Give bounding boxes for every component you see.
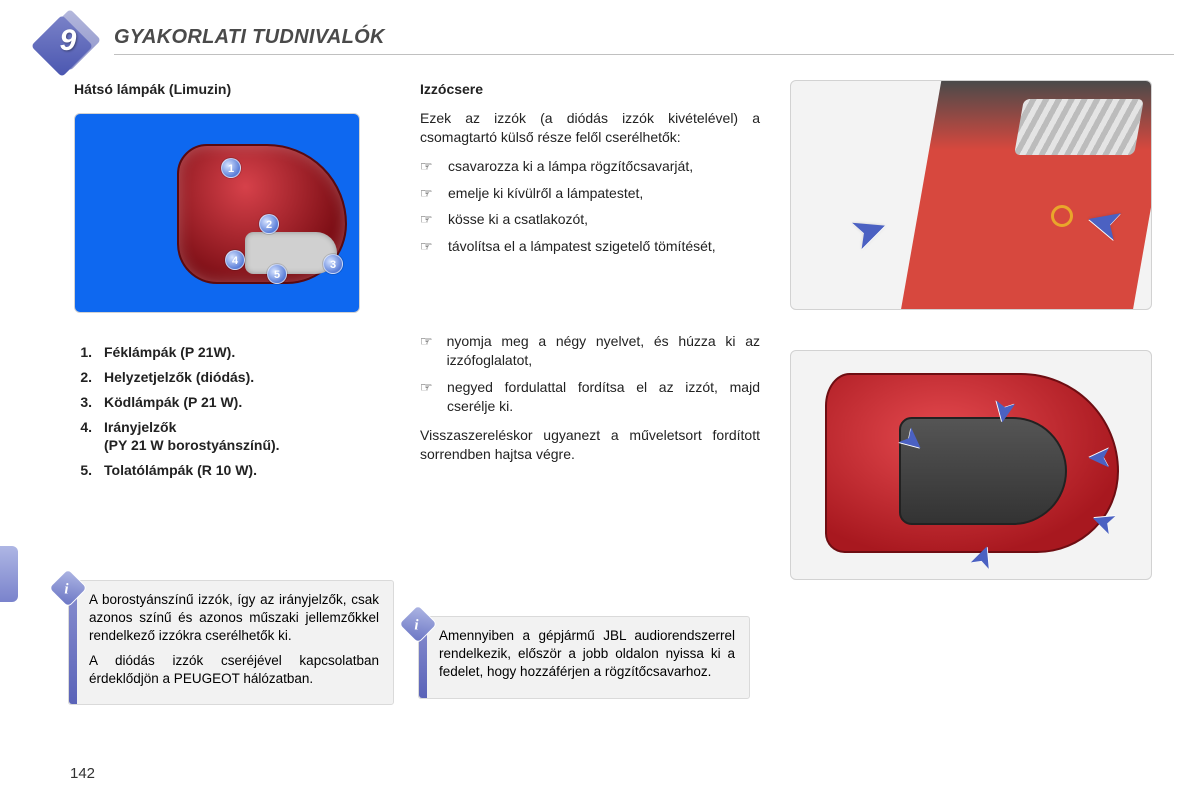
- info-box-jbl-audio: i Amennyiben a gépjármű JBL audio­rendsz…: [418, 616, 750, 699]
- column-left: Hátsó lámpák (Limuzin) 1 2 3 4 5 1. Féklá…: [74, 80, 400, 486]
- bulb-change-intro: Ezek az izzók (a diódás izzók kivételéve…: [420, 109, 760, 147]
- page-header-title: GYAKORLATI TUDNIVALÓK: [114, 26, 385, 49]
- trunk-vent-shape: [1014, 99, 1144, 155]
- bulb-change-heading: Izzócsere: [420, 80, 760, 99]
- info-text: A borostyánszínű izzók, így az irányjelz…: [89, 591, 379, 646]
- info-text: A diódás izzók cseréjével kapcso­latban …: [89, 652, 379, 688]
- callout-4: 4: [225, 250, 245, 270]
- screw-ring-icon: [1051, 205, 1073, 227]
- hand-icon: ☞: [420, 237, 434, 256]
- column-middle: Izzócsere Ezek az izzók (a diódás izzók …: [420, 80, 760, 470]
- legend-text: Irányjelzők (PY 21 W borostyánszínű).: [104, 418, 280, 456]
- section-title: Hátsó lámpák (Limuzin): [74, 80, 400, 99]
- step-text: kösse ki a csatlakozót,: [448, 210, 588, 229]
- legend-n: 2.: [74, 368, 92, 387]
- legend-text: Tolatólámpák (R 10 W).: [104, 461, 257, 480]
- header-rule: [114, 54, 1174, 55]
- callout-2: 2: [259, 214, 279, 234]
- step-text: csavarozza ki a lámpa rögzítőcsa­varját,: [448, 157, 693, 176]
- lamp-back-illustration: ➤ ➤ ➤ ➤ ➤: [790, 350, 1152, 580]
- hand-icon: ☞: [420, 378, 433, 416]
- hand-icon: ☞: [420, 210, 434, 229]
- step-text: negyed fordulattal fordítsa el az iz­zót…: [447, 378, 760, 416]
- side-thumb-tab: [0, 546, 18, 602]
- page-number: 142: [70, 765, 95, 782]
- legend-n: 4.: [74, 418, 92, 456]
- hand-icon: ☞: [420, 157, 434, 176]
- bulb-change-outro: Visszaszereléskor ugyanezt a művelet­sor…: [420, 426, 760, 464]
- trunk-panel-illustration: ➤ ➤: [790, 80, 1152, 310]
- legend-text: Féklámpák (P 21W).: [104, 343, 235, 362]
- arrow-left-icon: ➤: [842, 196, 897, 264]
- step-text: emelje ki kívülről a lámpatestet,: [448, 184, 643, 203]
- hand-icon: ☞: [420, 184, 434, 203]
- callout-3: 3: [323, 254, 343, 274]
- step-text: nyomja meg a négy nyelvet, és húz­za ki …: [447, 332, 760, 370]
- info-box-amber-bulbs: i A borostyánszínű izzók, így az irányje…: [68, 580, 394, 705]
- steps-list-b: ☞ nyomja meg a négy nyelvet, és húz­za ki…: [420, 332, 760, 416]
- legend-n: 5.: [74, 461, 92, 480]
- lamp-legend-list: 1. Féklámpák (P 21W). 2. Helyzetjelzők (di…: [74, 343, 400, 480]
- legend-n: 3.: [74, 393, 92, 412]
- info-badge-glyph: i: [403, 615, 429, 635]
- callout-5: 5: [267, 264, 287, 284]
- chapter-badge: 9: [36, 14, 92, 70]
- info-badge-icon: i: [400, 606, 437, 643]
- legend-n: 1.: [74, 343, 92, 362]
- step-text: távolítsa el a lámpatest szigetelő tö­mí…: [448, 237, 716, 256]
- tab-arrow-icon: ➤: [1087, 437, 1112, 478]
- legend-text: Ködlámpák (P 21 W).: [104, 393, 242, 412]
- info-badge-glyph: i: [53, 579, 79, 599]
- column-right: ➤ ➤ ➤ ➤ ➤ ➤ ➤: [790, 80, 1152, 580]
- rear-lamp-illustration: 1 2 3 4 5: [74, 113, 360, 313]
- callout-1: 1: [221, 158, 241, 178]
- info-badge-icon: i: [50, 570, 87, 607]
- hand-icon: ☞: [420, 332, 433, 370]
- steps-list-a: ☞ csavarozza ki a lámpa rögzítőcsa­varját…: [420, 157, 760, 257]
- chapter-number: 9: [46, 24, 90, 58]
- info-text: Amennyiben a gépjármű JBL audio­rendszer…: [439, 627, 735, 682]
- legend-text: Helyzetjelzők (diódás).: [104, 368, 254, 387]
